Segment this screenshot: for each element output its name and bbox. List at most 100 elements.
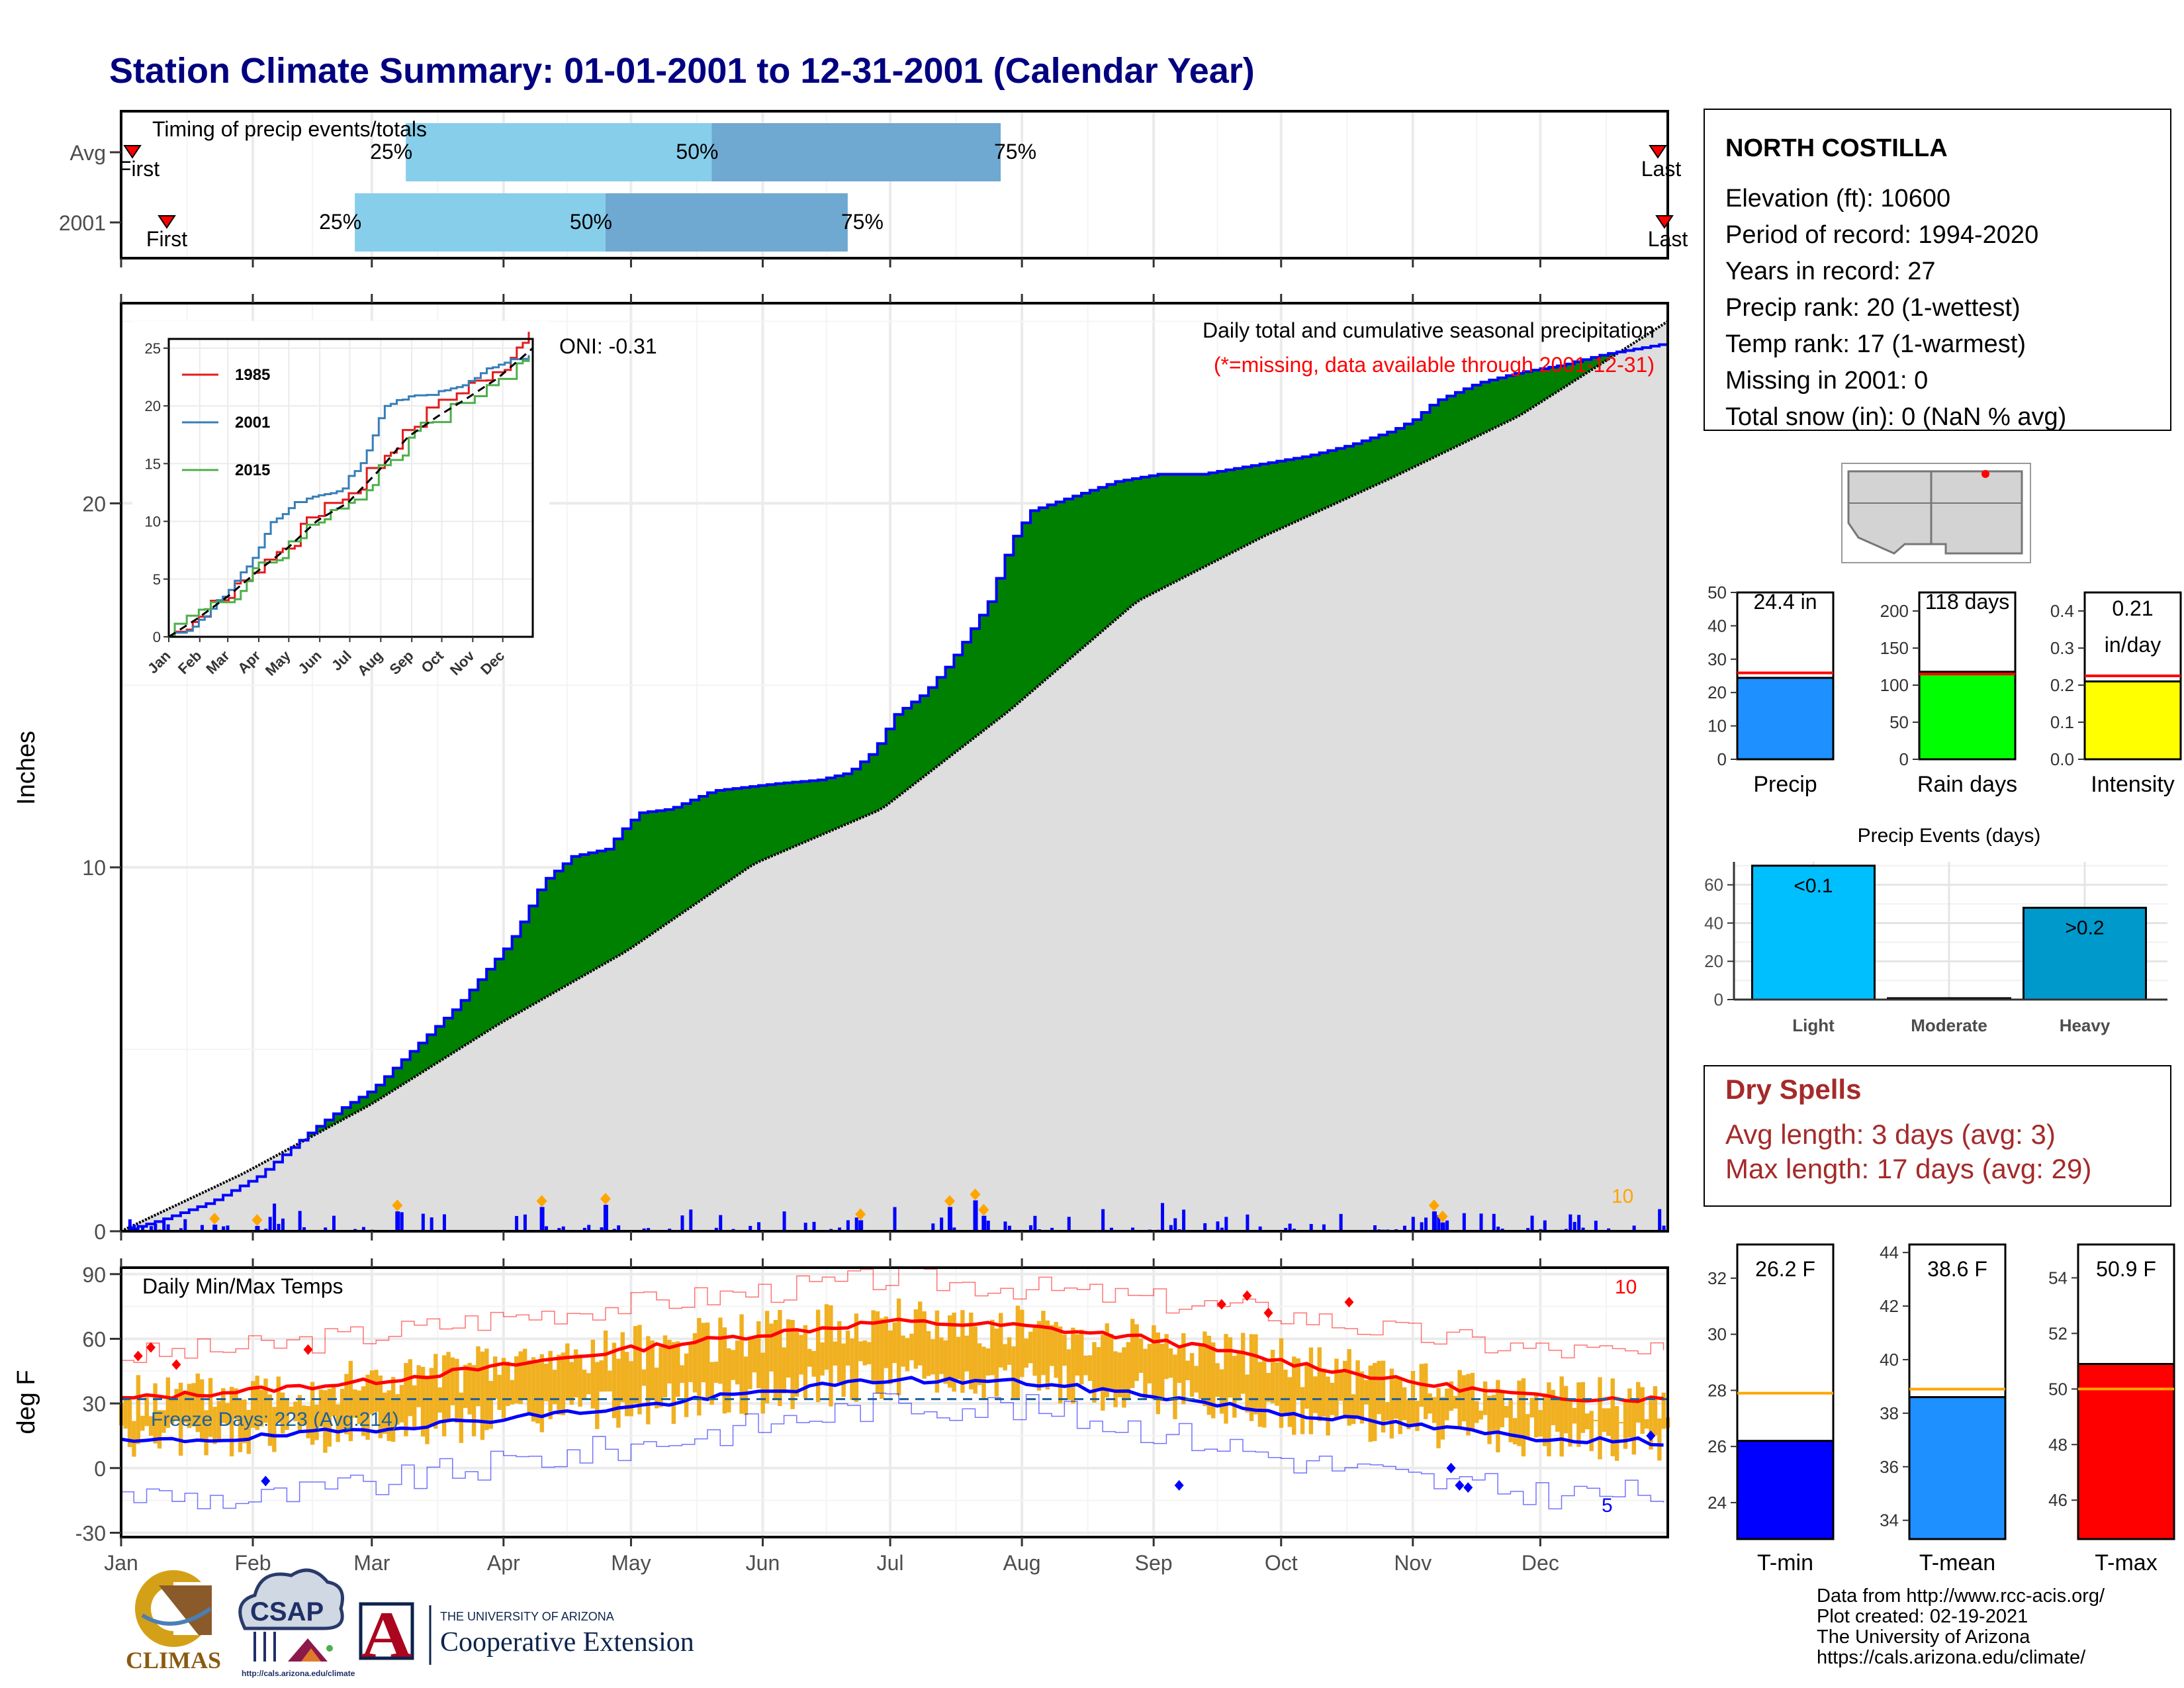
daily-precip-bar <box>222 1226 226 1231</box>
events-y-tick-label: 60 <box>1704 875 1723 895</box>
daily-precip-bar <box>298 1211 302 1231</box>
timing-q50-q75-bar <box>711 123 1001 181</box>
daily-temp-bar <box>174 1389 179 1421</box>
precip-anomaly-fill <box>894 714 903 800</box>
y-tick-label: 90 <box>82 1263 106 1287</box>
daily-temp-bar <box>455 1358 459 1423</box>
daily-precip-bar <box>986 1220 990 1231</box>
daily-temp-bar <box>1236 1352 1241 1401</box>
daily-temp-bar <box>1508 1399 1513 1442</box>
precip-anomaly-fill <box>996 578 1006 721</box>
precip-anomaly-fill <box>1200 474 1210 569</box>
daily-temp-bar <box>764 1311 770 1404</box>
daily-temp-bar <box>1054 1321 1058 1378</box>
events-bar <box>1751 865 1876 1001</box>
precip-anomaly-fill <box>622 828 632 954</box>
footer-line: https://cals.arizona.edu/climate/ <box>1817 1647 2086 1668</box>
daily-temp-bar <box>476 1346 480 1407</box>
temp-panel-title: Daily Min/Max Temps <box>142 1274 343 1298</box>
events-category-label: Moderate <box>1911 1015 1987 1035</box>
daily-temp-bar <box>1551 1389 1556 1425</box>
daily-precip-bar <box>1284 1228 1288 1231</box>
daily-temp-bar <box>1189 1352 1195 1397</box>
daily-precip-bar <box>1543 1220 1547 1231</box>
daily-temp-bar <box>361 1386 366 1436</box>
daily-temp-bar <box>302 1405 306 1425</box>
precip-anomaly-fill <box>1396 428 1405 476</box>
daily-temp-bar <box>1300 1387 1305 1434</box>
daily-temp-bar <box>123 1397 128 1429</box>
daily-temp-bar <box>318 1389 324 1427</box>
precip-anomaly-fill <box>435 1026 445 1064</box>
daily-temp-bar <box>412 1385 417 1429</box>
timing-row-label: Avg <box>69 141 106 165</box>
daily-temp-bar <box>595 1362 600 1429</box>
daily-temp-bar <box>688 1342 693 1382</box>
timing-q50-label: 50% <box>676 140 718 164</box>
daily-temp-bar <box>815 1309 821 1403</box>
daily-temp-bar <box>336 1404 340 1442</box>
heavy-precip-marker <box>536 1195 547 1207</box>
daily-temp-bar <box>1572 1407 1577 1424</box>
daily-temp-bar <box>773 1320 778 1401</box>
daily-temp-bar <box>896 1298 901 1395</box>
first-event-label: First <box>146 227 187 251</box>
daily-temp-bar <box>310 1382 315 1445</box>
temp-summary-y-tick-label: 52 <box>2048 1323 2068 1343</box>
daily-temp-bar <box>939 1337 944 1374</box>
precip-anomaly-fill <box>1506 375 1516 422</box>
timing-q50-q75-bar <box>605 193 848 252</box>
daily-temp-bar <box>1631 1399 1637 1455</box>
daily-temp-bar <box>263 1378 268 1423</box>
obs-cumulative-line <box>121 343 1669 1233</box>
precip-anomaly-fill <box>1056 502 1065 671</box>
daily-temp-bar <box>1491 1395 1496 1433</box>
events-y-tick-label: 0 <box>1714 990 1723 1009</box>
record-low-marker <box>1446 1462 1456 1474</box>
station-line: Missing in 2001: 0 <box>1725 367 1928 395</box>
daily-temp-bar <box>1036 1321 1042 1391</box>
inset-y-tick-label: 10 <box>145 514 161 530</box>
station-name: NORTH COSTILLA <box>1725 134 1948 162</box>
precip-anomaly-fill <box>784 782 794 851</box>
avg-cumulative-area <box>121 321 1668 1231</box>
daily-temp-bar <box>573 1349 578 1398</box>
daily-temp-bar <box>1156 1332 1160 1415</box>
daily-precip-bar <box>1007 1225 1011 1231</box>
precip-anomaly-fill <box>766 784 776 859</box>
daily-temp-bar <box>918 1301 923 1366</box>
daily-precip-bar <box>1246 1214 1250 1231</box>
daily-precip-bar <box>1131 1227 1135 1231</box>
events-y-tick-label: 20 <box>1704 951 1723 971</box>
precip-anomaly-fill <box>418 1043 428 1075</box>
daily-temp-bar <box>501 1358 506 1419</box>
daily-temp-bar <box>1194 1366 1199 1393</box>
precip-ylabel: Inches <box>13 731 40 805</box>
locator-map <box>1841 463 2031 563</box>
daily-precip-bar <box>149 1226 153 1231</box>
dry-spells-title: Dry Spells <box>1725 1074 1861 1105</box>
daily-temp-bar <box>1066 1349 1071 1401</box>
daily-temp-bar <box>527 1360 531 1413</box>
precip-anomaly-fill <box>1013 536 1023 708</box>
daily-precip-bar <box>1462 1213 1466 1231</box>
daily-temp-bar <box>492 1356 498 1399</box>
daily-temp-bar <box>1398 1378 1402 1434</box>
precip-anomaly-fill <box>1523 371 1533 414</box>
precip-anomaly-fill <box>903 708 912 793</box>
daily-temp-bar <box>650 1340 655 1399</box>
daily-temp-bar <box>1015 1305 1021 1400</box>
daily-temp-bar <box>964 1335 970 1372</box>
daily-temp-bar <box>1262 1358 1267 1428</box>
daily-temp-bar <box>1279 1338 1284 1429</box>
daily-precip-bar <box>782 1211 786 1231</box>
precip-anomaly-fill <box>741 787 751 872</box>
precip-anomaly-fill <box>648 812 657 937</box>
temperature-panel: -30 0 30 60 90 Jan Feb Mar Apr May Jun Jul Aug Sep Oc… <box>13 1258 1670 1575</box>
daily-temp-bar <box>667 1340 672 1384</box>
daily-precip-bar <box>1432 1211 1437 1231</box>
daily-temp-bar <box>471 1365 477 1436</box>
month-tick-label: Sep <box>1135 1551 1173 1575</box>
daily-temp-bar <box>425 1376 430 1444</box>
timing-q25-label: 25% <box>319 210 361 234</box>
